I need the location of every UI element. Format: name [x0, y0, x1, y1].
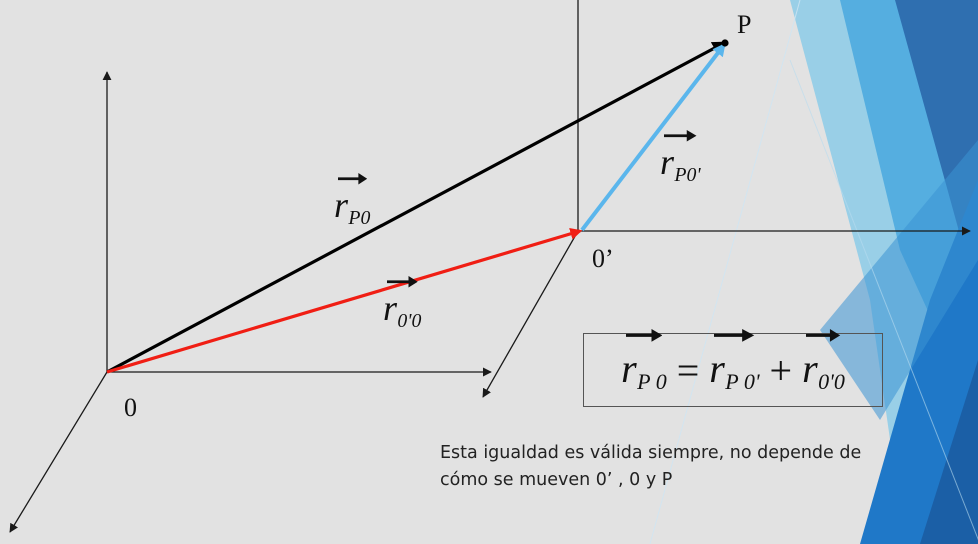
- vector-arrow-icon: [386, 276, 418, 288]
- fixed-axis-y: [9, 371, 108, 533]
- vector-arrow-icon: [664, 130, 697, 142]
- vector-r-p0: [106, 41, 727, 374]
- origin-label: 0: [124, 393, 137, 422]
- formula-term2: r0'0: [802, 329, 845, 396]
- vector-arrow-icon: [337, 173, 367, 185]
- label-r-0prime0: r0'0: [383, 276, 421, 332]
- vector-arrow-icon: [806, 329, 841, 343]
- decorative-background: [649, 0, 978, 544]
- moving-origin-label: 0’: [592, 244, 614, 273]
- vector-r-p0prime: [580, 42, 726, 232]
- moving-axis-y: [482, 230, 579, 398]
- formula-plus: +: [769, 347, 793, 393]
- fixed-axes: [9, 71, 492, 533]
- label-r-p0: rP0: [334, 173, 370, 229]
- formula-box: rP 0 = rP 0' + r0'0: [583, 329, 883, 407]
- moving-axes: [482, 0, 971, 398]
- label-r-p0prime: rP0': [660, 130, 701, 186]
- explanation-note: Esta igualdad es válida siempre, no depe…: [440, 440, 970, 494]
- point-p-label: P: [737, 10, 752, 39]
- note-line-1: Esta igualdad es válida siempre, no depe…: [440, 443, 862, 463]
- formula-term1: rP 0': [709, 329, 760, 396]
- vector-r-0prime0: [106, 227, 583, 374]
- note-line-2: cómo se mueven 0’ , 0 y P: [440, 470, 673, 490]
- vector-arrow-icon: [714, 329, 755, 343]
- point-p-dot: [721, 39, 729, 47]
- formula-equals: =: [676, 347, 700, 393]
- vector-arrow-icon: [625, 329, 663, 343]
- formula-lhs: rP 0: [621, 329, 667, 396]
